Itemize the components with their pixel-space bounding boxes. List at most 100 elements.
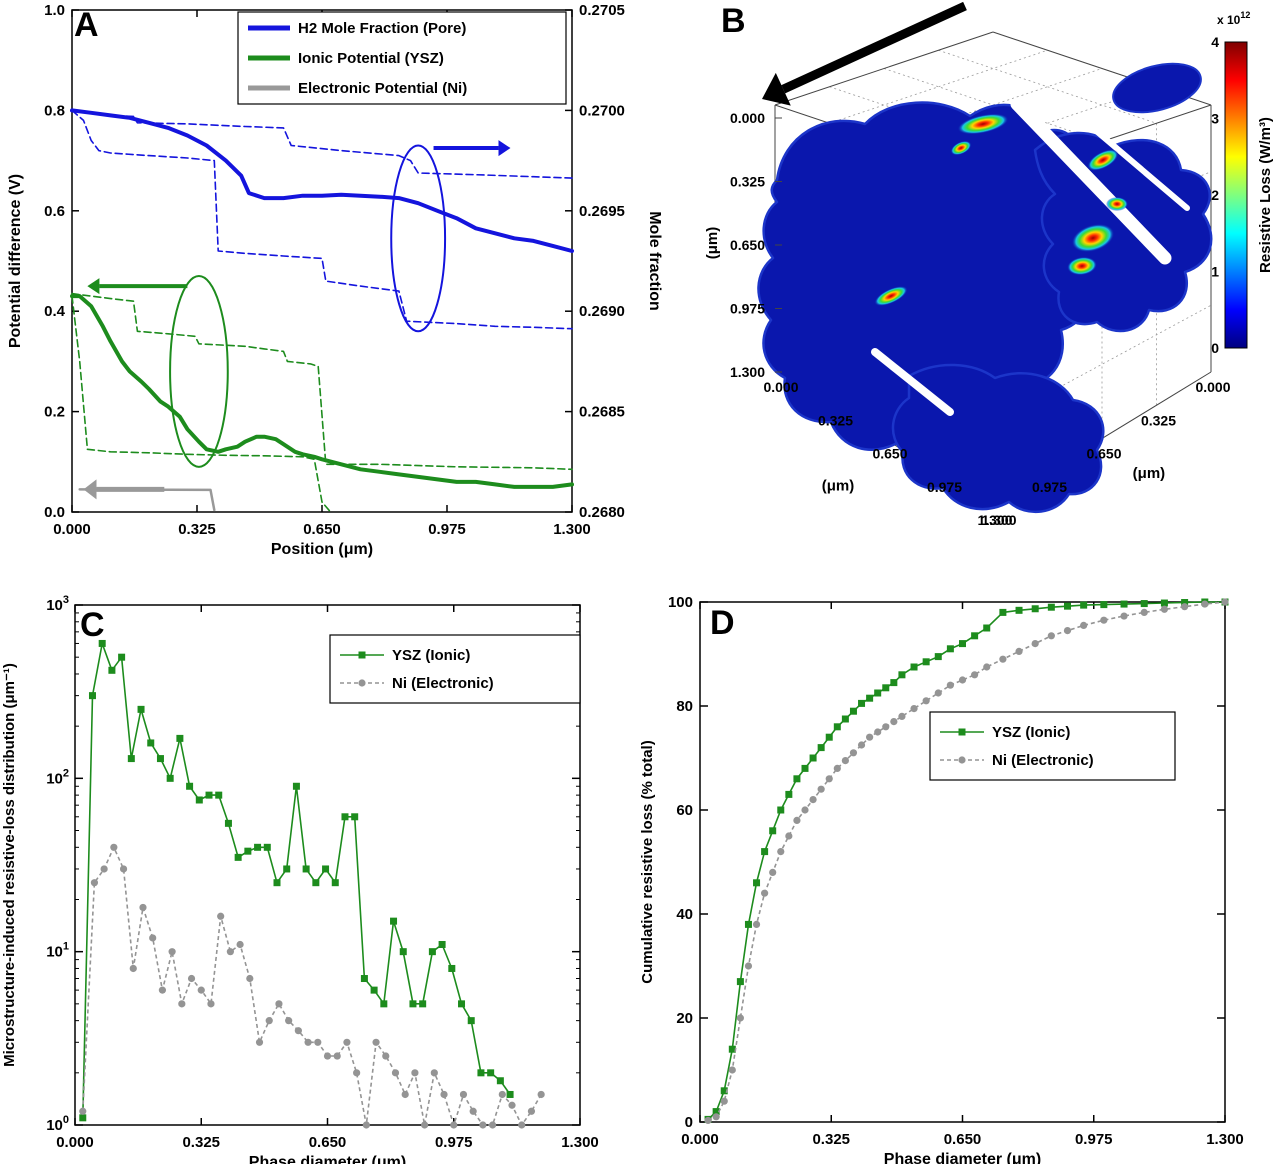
x-tick-label: 0.325 — [818, 412, 853, 428]
circle-marker — [265, 1017, 273, 1025]
legend-label: Ni (Electronic) — [992, 752, 1094, 769]
circle-marker — [736, 1014, 744, 1022]
square-marker — [882, 684, 890, 692]
circle-marker — [958, 676, 967, 684]
resistive-loss-hotspot — [874, 286, 908, 306]
panel-a-chart: 0.000 0.325 0.650 0.975 1.300 0.0 0.2 0.4 0.6 0.8… — [7, 2, 663, 558]
circle-marker — [488, 1121, 497, 1129]
panel-d-chart: 0.000 0.325 0.650 0.975 1.300 0 20 40 60 80 100 Pha… — [639, 594, 1244, 1164]
circle-marker — [79, 1107, 87, 1115]
circle-marker — [275, 1000, 283, 1008]
square-marker — [999, 608, 1007, 616]
y-tick-label-right: 0.2680 — [579, 504, 625, 521]
circle-marker — [1015, 647, 1023, 655]
square-marker — [934, 653, 942, 661]
square-marker — [769, 827, 777, 835]
square-marker — [712, 1108, 720, 1116]
circle-marker — [1100, 616, 1108, 624]
square-marker — [1181, 599, 1189, 607]
axes-box-edge — [774, 31, 994, 106]
square-marker — [292, 782, 300, 790]
square-marker — [273, 879, 281, 887]
circle-marker — [119, 865, 128, 873]
circle-marker — [728, 1066, 736, 1074]
y-tick-label: 102 — [46, 767, 69, 787]
circle-marker — [358, 679, 366, 687]
x-tick-label: 0.325 — [812, 1131, 850, 1148]
y-tick-label: 0.000 — [1195, 379, 1230, 395]
circle-marker — [362, 1121, 370, 1129]
circle-marker — [139, 903, 147, 912]
y-tick-label-right: 0.2700 — [579, 102, 625, 119]
square-marker — [195, 796, 203, 804]
colorbar-tick-label: 3 — [1211, 111, 1219, 127]
square-marker — [118, 653, 126, 661]
circle-marker — [817, 785, 825, 793]
x-tick-label: 0.650 — [872, 446, 907, 462]
square-marker — [487, 1069, 495, 1077]
circle-marker — [833, 764, 841, 772]
square-marker — [244, 847, 252, 855]
circle-marker — [785, 832, 793, 840]
square-marker — [841, 715, 849, 723]
square-marker — [801, 764, 809, 772]
x-tick-label: 1.300 — [561, 1134, 599, 1151]
legend-box — [929, 711, 1176, 781]
y-tick-label: 20 — [676, 1010, 693, 1027]
circle-marker — [1063, 627, 1072, 635]
pore-streak — [1078, 115, 1190, 211]
resistive-loss-hotspot — [957, 113, 1009, 135]
circle-marker — [866, 733, 874, 741]
x-tick-label: 0.650 — [309, 1134, 347, 1151]
panel-label-b: B — [721, 2, 746, 40]
circle-marker — [217, 912, 225, 920]
series-ionic-potential-lower-envelope — [71, 295, 331, 512]
circle-marker — [744, 962, 753, 970]
circle-marker — [809, 796, 817, 804]
circle-marker — [712, 1113, 720, 1121]
square-marker — [166, 774, 174, 782]
panel-c: 0.000 0.325 0.650 0.975 1.300 100 101 102 103 Pha… — [0, 560, 630, 1164]
square-marker — [849, 707, 857, 715]
y-axis-label: Cumulative resistive loss (% total) — [639, 740, 656, 983]
square-marker — [380, 1000, 388, 1008]
square-marker — [351, 813, 359, 821]
square-marker — [1064, 602, 1071, 610]
y-tick-label: 103 — [46, 594, 69, 614]
square-marker — [1160, 599, 1168, 607]
circle-marker — [910, 705, 918, 713]
y-tick-label: 0.975 — [1032, 479, 1067, 495]
legend-label: Ionic Potential (YSZ) — [298, 50, 444, 67]
circle-marker — [769, 868, 777, 876]
square-marker — [312, 879, 320, 887]
circle-marker — [178, 1000, 186, 1008]
legend: H2 Mole Fraction (Pore) Ionic Potential (… — [237, 11, 567, 105]
y-tick-label-left: 0.6 — [44, 203, 65, 220]
square-marker — [753, 879, 761, 887]
square-marker — [88, 692, 96, 700]
ellipse-annotation — [390, 144, 447, 333]
circle-marker — [469, 1107, 477, 1115]
colorbar-tick-label: 2 — [1211, 187, 1219, 203]
circle-marker — [304, 1038, 312, 1046]
x-tick-label: 0.325 — [182, 1134, 220, 1151]
square-marker — [438, 940, 446, 948]
circle-marker — [983, 663, 991, 671]
square-marker — [825, 733, 833, 741]
legend-label: Ni (Electronic) — [392, 675, 494, 692]
square-marker — [736, 978, 744, 986]
y-tick-label: 100 — [46, 1114, 69, 1134]
y-tick-label-right: 0.2685 — [579, 404, 625, 421]
legend-box — [237, 11, 567, 105]
circle-marker — [527, 1107, 536, 1115]
circle-marker — [1201, 600, 1209, 608]
y-tick-label: 60 — [676, 802, 693, 819]
circle-marker — [971, 671, 979, 679]
square-marker — [1080, 601, 1088, 609]
square-marker — [761, 848, 769, 856]
y-tick-label: 40 — [676, 906, 693, 923]
y-tick-label-left: 0.2 — [44, 404, 65, 421]
x-axis-label: Phase diameter (μm) — [884, 1151, 1041, 1164]
circle-marker — [90, 879, 99, 887]
